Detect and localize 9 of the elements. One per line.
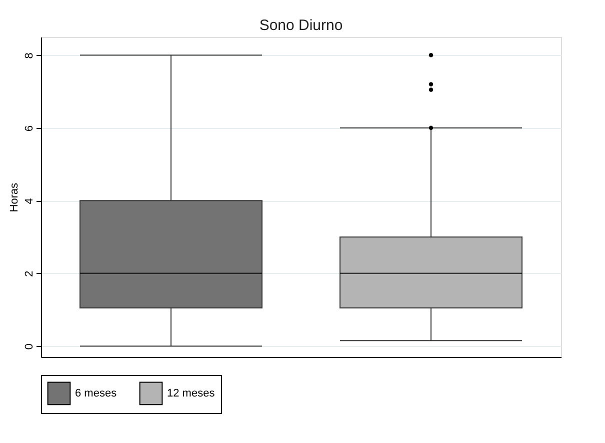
y-tick-label: 6 [24, 125, 36, 132]
y-axis-title: Horas [8, 182, 20, 212]
y-tick-label: 0 [24, 344, 36, 350]
chart-title: Sono Diurno [259, 17, 343, 34]
y-tick-label: 4 [24, 198, 36, 204]
legend-label: 6 meses [75, 387, 118, 400]
y-tick-label: 2 [24, 270, 36, 277]
y-tick-label: 8 [24, 52, 36, 59]
legend-label: 12 meses [167, 387, 216, 400]
